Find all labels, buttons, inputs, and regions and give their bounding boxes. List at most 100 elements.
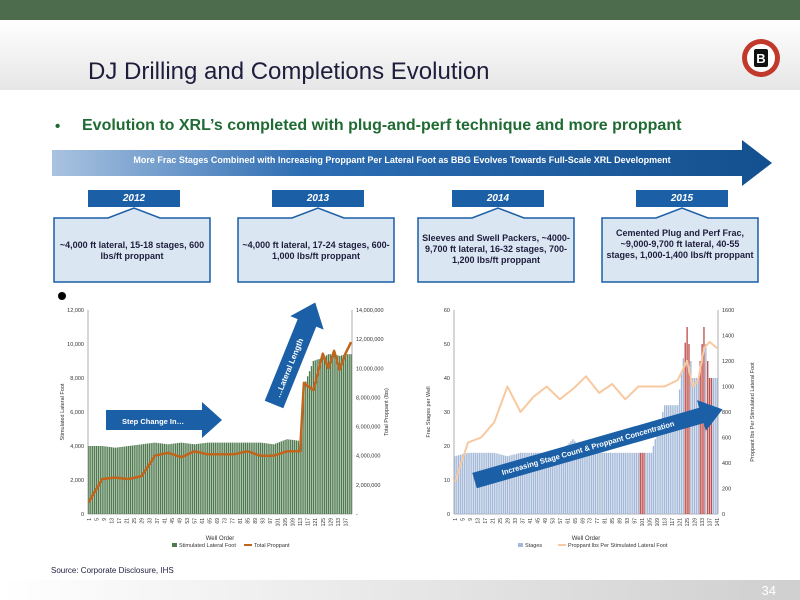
bar-well [693, 378, 696, 514]
bar-well [290, 439, 292, 514]
bar-well [662, 412, 664, 514]
x-tick-label: 13 [475, 518, 481, 524]
bar-well [301, 413, 303, 514]
bar-well [538, 452, 540, 514]
bar-well [514, 454, 516, 514]
bar-well [472, 452, 475, 514]
bar-well [269, 443, 271, 514]
bar-well [628, 452, 630, 514]
bar-well [553, 452, 555, 514]
bar-well [233, 442, 235, 514]
x-tick-label: 85 [245, 518, 251, 524]
bar-well [454, 456, 456, 514]
bar-well [135, 445, 137, 514]
series-line [87, 341, 353, 503]
x-tick-label: 41 [528, 518, 534, 524]
year-label-2012: 2012 [88, 190, 180, 207]
bar-well [335, 354, 337, 514]
bar-well [549, 452, 552, 514]
bar-well [707, 361, 709, 514]
bar-well [602, 452, 604, 514]
bar-well [658, 425, 660, 514]
bar-well [566, 445, 568, 514]
year-label-2015: 2015 [636, 190, 728, 207]
bar-well [188, 443, 190, 514]
bar-well [654, 439, 656, 514]
x-tick-label: 1 [87, 518, 93, 521]
bar-well [469, 452, 471, 514]
x-tick-label: 129 [328, 518, 334, 527]
bar-well [103, 446, 105, 514]
y2-axis-title: Total Proppant (lbs) [384, 388, 390, 436]
y2-tick-label: 1400 [722, 334, 734, 340]
bar-well [184, 443, 186, 514]
x-tick-label: 133 [336, 518, 342, 527]
bar-well [708, 378, 711, 514]
bar-well [329, 354, 331, 514]
bar-well [512, 454, 514, 514]
x-tick-label: 141 [715, 518, 721, 527]
bar-well [256, 442, 258, 514]
bar-well [109, 446, 111, 514]
callout-2015 [601, 207, 759, 283]
bar-well [207, 442, 209, 514]
x-tick-label: 125 [321, 518, 327, 527]
bar-well [93, 446, 96, 514]
y2-tick-label: 14,000,000 [356, 308, 384, 314]
bar-well [225, 442, 228, 514]
bar-well [592, 452, 595, 514]
bar-well [276, 442, 279, 514]
callout-2013 [237, 207, 395, 283]
bar-well [611, 452, 613, 514]
bar-well [239, 442, 241, 514]
bar-well [508, 455, 510, 514]
bar-well [495, 453, 497, 514]
x-tick-label: 81 [603, 518, 609, 524]
stage-count-arrow [472, 400, 723, 489]
bar-well [607, 452, 610, 514]
bar-well [531, 452, 533, 514]
bar-well [180, 442, 183, 514]
bar-well [333, 354, 335, 514]
bar-well [137, 444, 139, 514]
x-tick-label: 97 [268, 518, 274, 524]
y-tick-label: 8,000 [70, 376, 84, 382]
x-tick-label: 133 [700, 518, 706, 527]
bar-well [156, 442, 158, 514]
y-tick-label: 0 [447, 512, 450, 518]
bar-well [220, 442, 222, 514]
x-tick-label: 53 [185, 518, 191, 524]
bar-well [461, 454, 464, 514]
bar-well [120, 446, 122, 514]
bar-well [626, 452, 628, 514]
bar-well [303, 386, 305, 514]
bar-well [624, 452, 626, 514]
x-tick-label: 73 [588, 518, 594, 524]
x-tick-label: 89 [253, 518, 259, 524]
bar-well [320, 358, 322, 514]
y2-tick-label: 12,000,000 [356, 337, 384, 343]
y2-tick-label: 600 [722, 436, 731, 442]
bar-well [142, 444, 145, 514]
bar-well [282, 440, 284, 514]
header-band [0, 20, 800, 90]
bar-well [677, 405, 679, 514]
bar-well [637, 452, 640, 514]
bar-well [579, 446, 582, 514]
bar-well [499, 454, 501, 514]
bar-well [639, 452, 641, 514]
y2-tick-label: 4,000,000 [356, 454, 380, 460]
bar-well [344, 354, 347, 514]
legend-label-line: Total Proppant [254, 543, 290, 549]
bar-well [346, 354, 348, 514]
bar-well [663, 405, 666, 514]
bar-well [216, 442, 218, 514]
bar-well [467, 452, 469, 514]
bar-well [647, 452, 649, 514]
bar-well [122, 446, 124, 514]
bar-well [114, 447, 117, 514]
x-tick-label: 49 [543, 518, 549, 524]
y2-axis-title: Proppant lbs Per Stimulated Lateral Foot [750, 362, 756, 462]
bar-well [316, 359, 318, 514]
bar-well [205, 442, 207, 514]
